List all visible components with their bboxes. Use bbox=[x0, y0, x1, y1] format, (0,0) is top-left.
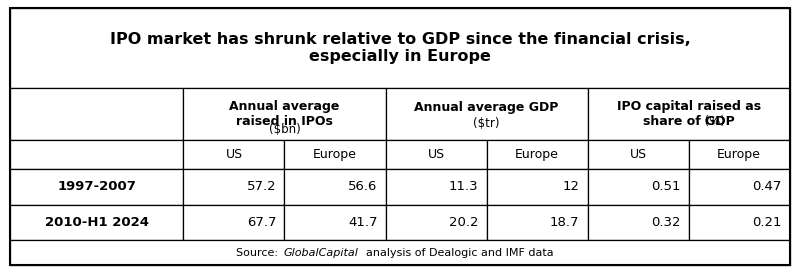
Text: Source:: Source: bbox=[237, 248, 282, 258]
Text: 56.6: 56.6 bbox=[348, 180, 378, 193]
Bar bbox=[285, 140, 386, 168]
Text: 20.2: 20.2 bbox=[449, 216, 478, 229]
Text: GlobalCapital: GlobalCapital bbox=[283, 248, 358, 258]
Text: IPO capital raised as: IPO capital raised as bbox=[617, 100, 761, 113]
Bar bbox=[587, 204, 689, 241]
Bar bbox=[10, 88, 183, 140]
Text: ($bn): ($bn) bbox=[269, 123, 300, 136]
Text: Europe: Europe bbox=[717, 148, 761, 161]
Text: US: US bbox=[427, 148, 445, 161]
Bar bbox=[183, 88, 386, 140]
Bar bbox=[285, 204, 386, 241]
Bar bbox=[10, 8, 790, 88]
Text: 0.51: 0.51 bbox=[651, 180, 681, 193]
Bar bbox=[386, 140, 486, 168]
Bar bbox=[486, 168, 587, 204]
Bar bbox=[10, 241, 790, 265]
Bar bbox=[587, 140, 689, 168]
Text: Europe: Europe bbox=[313, 148, 357, 161]
Bar bbox=[587, 88, 790, 140]
Bar bbox=[689, 140, 790, 168]
Bar bbox=[386, 204, 486, 241]
Text: 0.47: 0.47 bbox=[752, 180, 782, 193]
Text: 41.7: 41.7 bbox=[348, 216, 378, 229]
Bar bbox=[10, 140, 183, 168]
Bar bbox=[183, 204, 285, 241]
Text: US: US bbox=[226, 148, 242, 161]
Bar bbox=[285, 168, 386, 204]
Bar bbox=[386, 168, 486, 204]
Text: US: US bbox=[630, 148, 646, 161]
Text: 1997-2007: 1997-2007 bbox=[58, 180, 136, 193]
Bar bbox=[386, 88, 587, 140]
Bar bbox=[183, 168, 285, 204]
Text: Annual average GDP: Annual average GDP bbox=[414, 101, 558, 114]
Bar bbox=[689, 168, 790, 204]
Bar bbox=[486, 204, 587, 241]
Text: ($tr): ($tr) bbox=[474, 117, 500, 130]
Text: (%): (%) bbox=[652, 115, 725, 128]
Text: 18.7: 18.7 bbox=[550, 216, 579, 229]
Bar bbox=[10, 204, 183, 241]
Bar bbox=[10, 168, 183, 204]
Bar bbox=[587, 168, 689, 204]
Text: 0.21: 0.21 bbox=[752, 216, 782, 229]
Text: Annual average
raised in IPOs: Annual average raised in IPOs bbox=[230, 100, 340, 128]
Text: 0.32: 0.32 bbox=[651, 216, 681, 229]
Text: Europe: Europe bbox=[515, 148, 559, 161]
Text: 12: 12 bbox=[562, 180, 579, 193]
Text: analysis of Dealogic and IMF data: analysis of Dealogic and IMF data bbox=[359, 248, 554, 258]
Text: 2010-H1 2024: 2010-H1 2024 bbox=[45, 216, 149, 229]
Text: 11.3: 11.3 bbox=[449, 180, 478, 193]
Text: 57.2: 57.2 bbox=[247, 180, 277, 193]
Bar bbox=[183, 140, 285, 168]
Text: share of GDP: share of GDP bbox=[642, 115, 734, 128]
Text: IPO market has shrunk relative to GDP since the financial crisis,
especially in : IPO market has shrunk relative to GDP si… bbox=[110, 32, 690, 64]
Bar bbox=[689, 204, 790, 241]
Text: 67.7: 67.7 bbox=[247, 216, 277, 229]
Bar bbox=[486, 140, 587, 168]
